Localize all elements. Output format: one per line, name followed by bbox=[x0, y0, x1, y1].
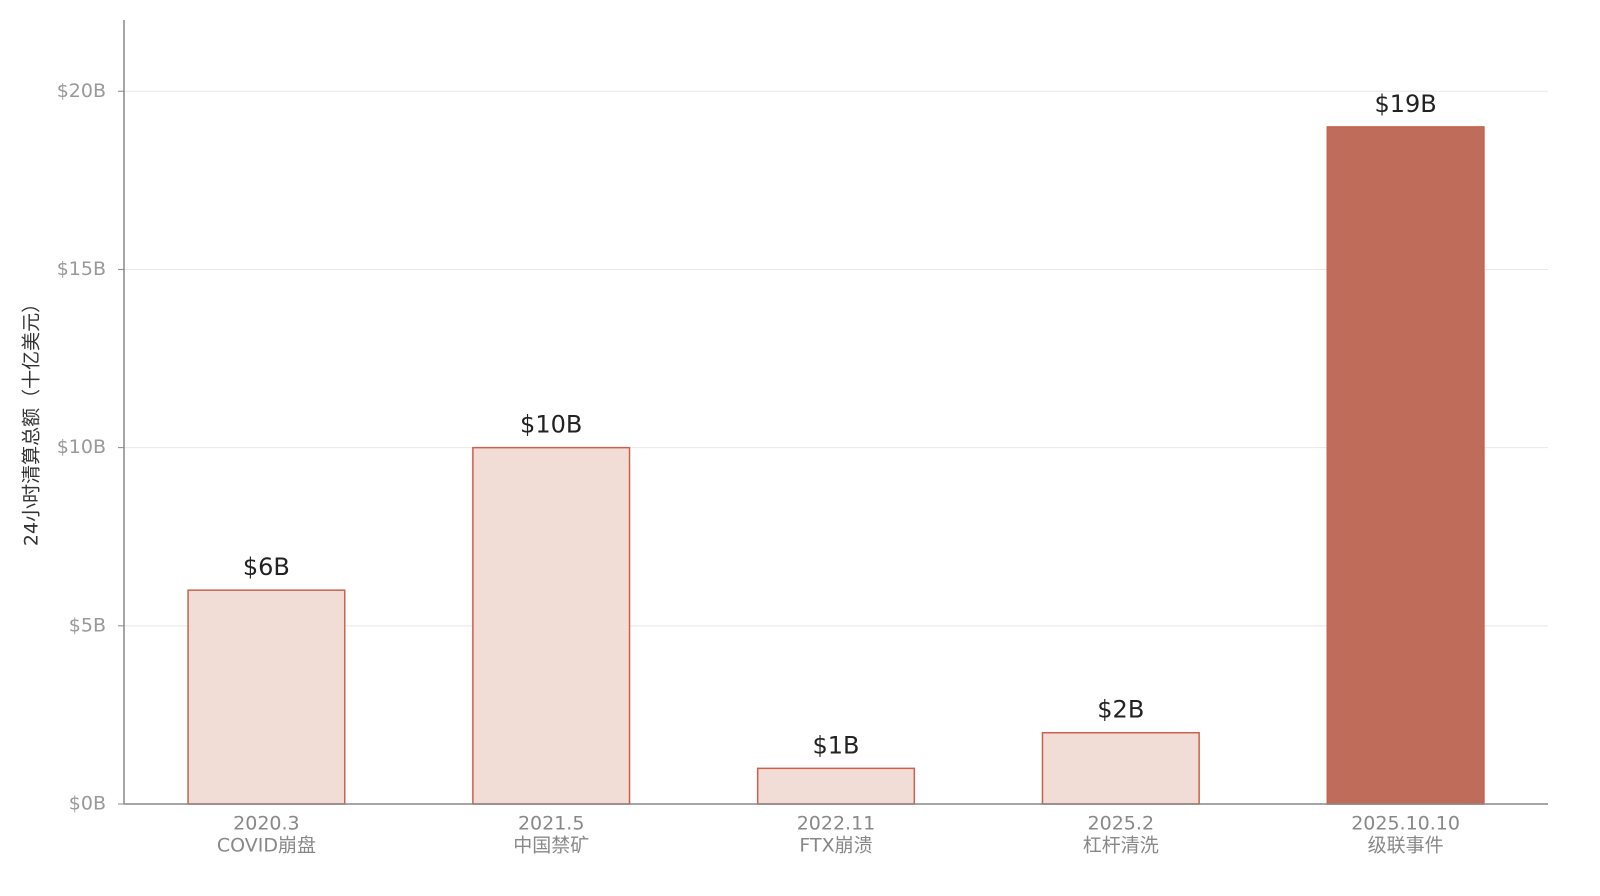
bar bbox=[1041, 731, 1200, 805]
bar bbox=[472, 446, 631, 805]
y-tick-label: $10B bbox=[57, 436, 106, 458]
x-tick-sublabel: COVID崩盘 bbox=[217, 835, 316, 857]
bar bbox=[187, 589, 346, 805]
bar bbox=[1326, 126, 1485, 805]
x-tick-label: 2020.3 bbox=[233, 813, 299, 835]
value-label: $6B bbox=[243, 553, 290, 581]
y-tick-label: $15B bbox=[57, 258, 106, 280]
x-tick-label: 2025.2 bbox=[1088, 813, 1154, 835]
y-axis-label: 24小时清算总额（十亿美元） bbox=[21, 294, 43, 546]
value-label: $19B bbox=[1374, 90, 1436, 118]
value-label: $2B bbox=[1097, 696, 1144, 724]
y-tick-label: $0B bbox=[69, 793, 106, 815]
y-tick-label: $5B bbox=[69, 614, 106, 636]
x-tick-label: 2022.11 bbox=[797, 813, 876, 835]
x-tick-sublabel: 级联事件 bbox=[1368, 835, 1444, 857]
x-tick-label: 2021.5 bbox=[518, 813, 584, 835]
x-tick-label: 2025.10.10 bbox=[1351, 813, 1460, 835]
bar bbox=[756, 767, 916, 805]
x-tick-sublabel: 杠杆清洗 bbox=[1083, 835, 1159, 857]
value-label: $10B bbox=[520, 411, 582, 439]
y-tick-label: $20B bbox=[57, 80, 106, 102]
value-label: $1B bbox=[812, 731, 859, 759]
x-tick-sublabel: FTX崩溃 bbox=[799, 835, 872, 857]
x-tick-sublabel: 中国禁矿 bbox=[513, 835, 589, 857]
